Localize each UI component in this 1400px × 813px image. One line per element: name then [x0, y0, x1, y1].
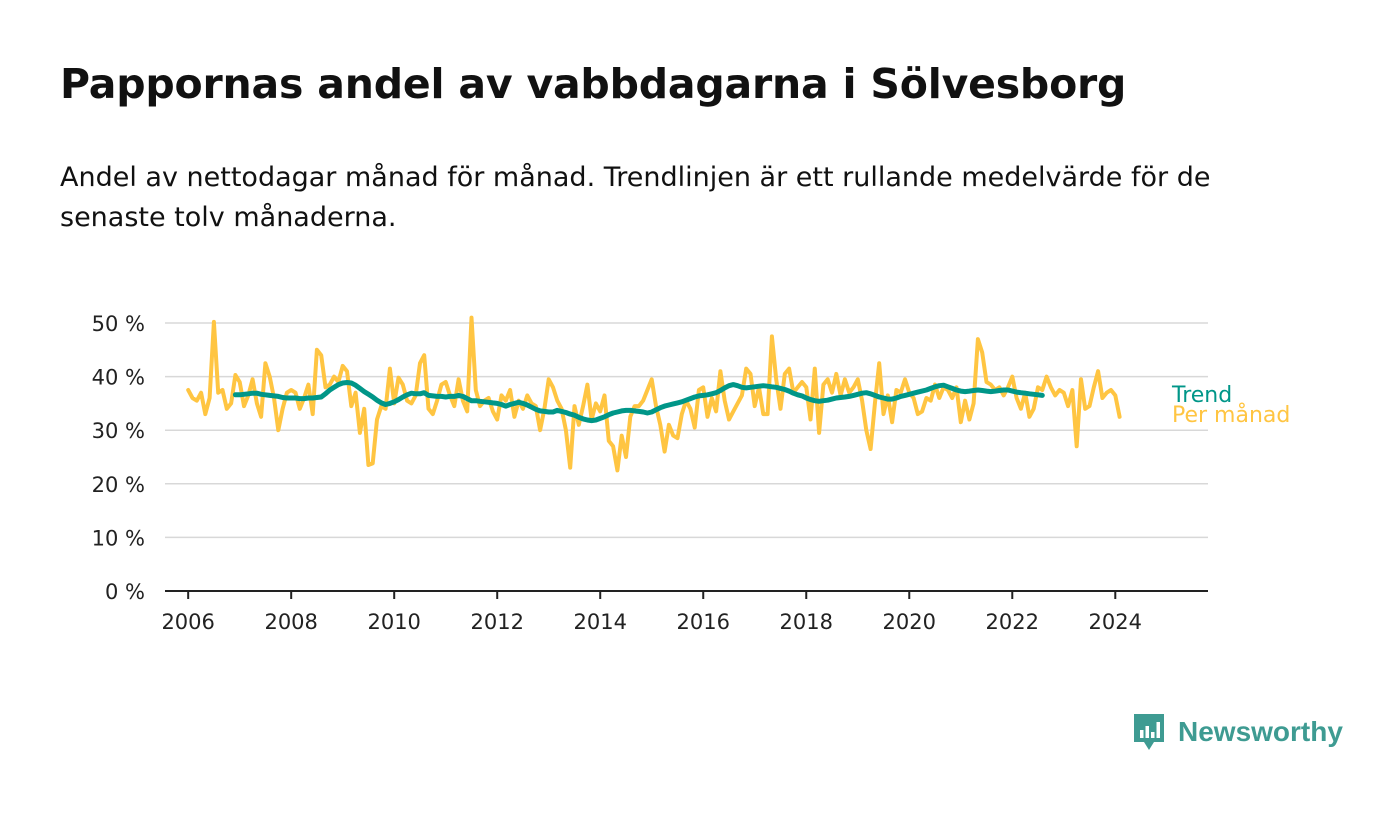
brand-name: Newsworthy	[1178, 716, 1343, 747]
x-tick-label-2012: 2012	[470, 610, 523, 634]
series-line-trend	[232, 380, 1045, 424]
series-line-per-manad	[186, 315, 1122, 473]
y-tick-label-50: 50 %	[92, 312, 145, 336]
x-tick-label-2006: 2006	[161, 610, 214, 634]
chart-title: Pappornas andel av vabbdagarna i Sölvesb…	[60, 60, 1127, 108]
x-tick-label-2022: 2022	[986, 610, 1039, 634]
legend-label-trend: Trend	[1171, 383, 1232, 408]
grid-lines	[165, 322, 1208, 592]
x-axis-ticks: 2006 2008 2010 2012 2014 2016 2018 2020 2022 2024	[161, 591, 1142, 634]
x-tick-label-2008: 2008	[264, 610, 317, 634]
y-axis-ticks: 0 % 10 % 20 % 30 % 40 % 50 %	[92, 312, 145, 604]
legend: Trend Per månad	[1171, 383, 1290, 428]
y-tick-label-30: 30 %	[92, 419, 145, 443]
brand[interactable]: Newsworthy	[1132, 712, 1343, 752]
x-tick-label-2018: 2018	[780, 610, 833, 634]
chart-subtitle: Andel av nettodagar månad för månad. Tre…	[60, 162, 1211, 233]
y-tick-label-0: 0 %	[105, 580, 145, 604]
x-tick-label-2024: 2024	[1089, 610, 1142, 634]
y-tick-label-10: 10 %	[92, 526, 145, 550]
x-tick-label-2020: 2020	[883, 610, 936, 634]
y-tick-label-20: 20 %	[92, 473, 145, 497]
series-lines	[186, 315, 1122, 473]
x-tick-label-2016: 2016	[677, 610, 730, 634]
x-tick-label-2010: 2010	[367, 610, 420, 634]
legend-label-per-manad: Per månad	[1172, 402, 1290, 428]
x-tick-label-2014: 2014	[574, 610, 627, 634]
y-tick-label-40: 40 %	[92, 366, 145, 390]
newsworthy-logo-icon	[1134, 714, 1164, 750]
